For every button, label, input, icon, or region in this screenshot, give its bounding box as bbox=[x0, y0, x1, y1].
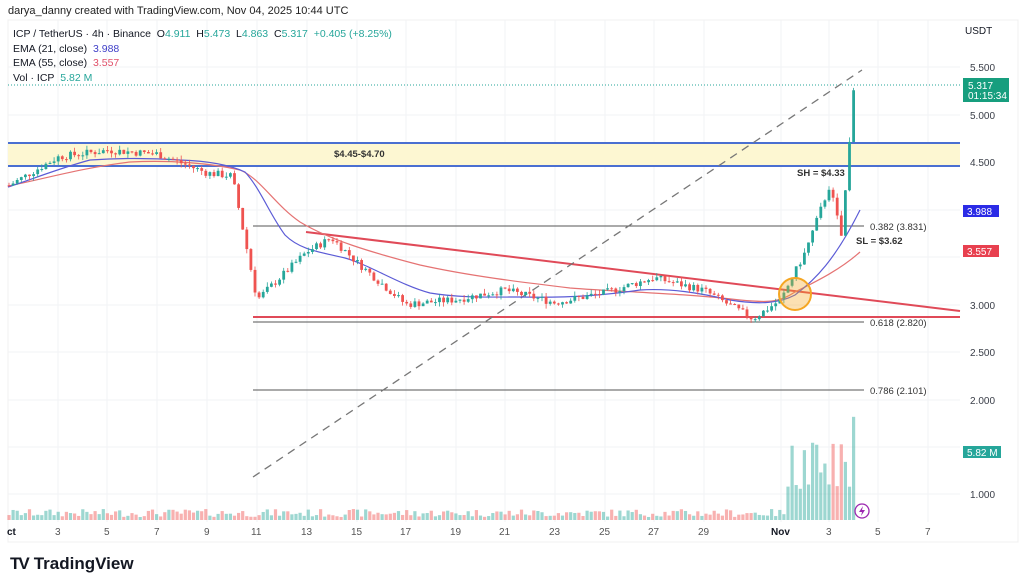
svg-text:23: 23 bbox=[549, 527, 561, 538]
ema21-line bbox=[7, 157, 861, 304]
svg-text:15: 15 bbox=[351, 527, 363, 538]
svg-text:7: 7 bbox=[154, 527, 160, 538]
current-price-badge bbox=[963, 78, 1009, 102]
svg-text:4.500: 4.500 bbox=[970, 158, 995, 169]
volume-badge bbox=[963, 446, 1001, 458]
svg-text:5: 5 bbox=[875, 527, 881, 538]
high-value: 5.473 bbox=[203, 28, 231, 40]
volume-series[interactable] bbox=[7, 416, 856, 520]
chart-frame bbox=[7, 19, 1019, 543]
candlestick-series[interactable] bbox=[7, 87, 855, 323]
chart-credit: darya_danny created with TradingView.com… bbox=[8, 5, 349, 17]
change-value: +0.405 (+8.25%) bbox=[313, 28, 392, 40]
ema55-badge bbox=[963, 245, 999, 257]
ema21-badge-value: 3.988 bbox=[967, 207, 992, 218]
open-value: 4.911 bbox=[164, 28, 191, 40]
svg-text:27: 27 bbox=[648, 527, 660, 538]
svg-text:19: 19 bbox=[450, 527, 462, 538]
fib-0382-label: 0.382 (3.831) bbox=[870, 222, 927, 233]
svg-text:3: 3 bbox=[826, 527, 832, 538]
close-label: C bbox=[273, 28, 282, 40]
fib-0618-label: 0.618 (2.820) bbox=[870, 318, 927, 329]
ema21-value: 3.988 bbox=[92, 42, 120, 55]
chart-legend: ICP / TetherUS · 4h · Binance O4.911 H5.… bbox=[13, 27, 392, 85]
descending-trendline[interactable] bbox=[305, 231, 961, 312]
breakout-highlight-circle[interactable] bbox=[778, 277, 812, 311]
volume-badge-value: 5.82 M bbox=[967, 448, 998, 459]
ema55-value: 3.557 bbox=[92, 57, 120, 69]
brand-name: TradingView bbox=[33, 554, 134, 573]
svg-text:3.000: 3.000 bbox=[970, 301, 995, 312]
countdown-value: 01:15:34 bbox=[968, 91, 1007, 102]
svg-text:13: 13 bbox=[301, 527, 313, 538]
svg-text:Nov: Nov bbox=[771, 527, 790, 538]
stop-loss-label: SL = $3.62 bbox=[856, 236, 903, 247]
svg-text:2.000: 2.000 bbox=[970, 396, 995, 407]
time-axis[interactable]: ct 3 5 7 9 11 13 15 17 19 21 23 25 27 29… bbox=[7, 527, 931, 538]
svg-text:1.000: 1.000 bbox=[970, 490, 995, 501]
lightning-icon[interactable] bbox=[854, 503, 870, 519]
swing-high-label: SH = $4.33 bbox=[797, 168, 845, 179]
svg-text:3: 3 bbox=[55, 527, 61, 538]
fib-0786-label: 0.786 (2.101) bbox=[870, 386, 927, 397]
svg-text:11: 11 bbox=[251, 527, 262, 538]
svg-text:9: 9 bbox=[204, 527, 210, 538]
currency-label[interactable]: USDT bbox=[965, 26, 993, 37]
symbol-label: ICP / TetherUS · 4h · Binance bbox=[13, 28, 151, 40]
current-price-value: 5.317 bbox=[968, 81, 993, 92]
close-value: 5.317 bbox=[281, 28, 308, 40]
svg-text:21: 21 bbox=[499, 527, 511, 538]
svg-text:7: 7 bbox=[925, 527, 931, 538]
tradingview-logo-icon: TV bbox=[10, 554, 30, 573]
low-label: L bbox=[236, 28, 242, 40]
svg-text:5: 5 bbox=[104, 527, 110, 538]
symbol-row[interactable]: ICP / TetherUS · 4h · Binance O4.911 H5.… bbox=[13, 27, 392, 42]
svg-text:5.500: 5.500 bbox=[970, 63, 995, 74]
ema55-badge-value: 3.557 bbox=[967, 247, 992, 258]
high-label: H bbox=[196, 28, 204, 40]
tradingview-logo[interactable]: TV TradingView bbox=[10, 554, 134, 574]
price-axis[interactable]: 5.500 5.000 4.500 3.000 2.500 2.000 1.00… bbox=[970, 63, 995, 501]
ema55-label: EMA (55, close) bbox=[13, 57, 88, 69]
zone-label: $4.45-$4.70 bbox=[334, 149, 385, 160]
ema21-row[interactable]: EMA (21, close) 3.988 bbox=[13, 42, 392, 57]
low-value: 4.863 bbox=[241, 28, 269, 40]
vertical-gridlines bbox=[57, 20, 929, 522]
svg-text:29: 29 bbox=[698, 527, 710, 538]
ema55-row[interactable]: EMA (55, close) 3.557 bbox=[13, 56, 392, 71]
svg-text:25: 25 bbox=[599, 527, 611, 538]
svg-text:2.500: 2.500 bbox=[970, 348, 995, 359]
svg-text:ct: ct bbox=[7, 527, 17, 538]
resistance-zone[interactable] bbox=[8, 143, 960, 166]
ema55-line bbox=[7, 160, 861, 303]
svg-text:17: 17 bbox=[400, 527, 412, 538]
ema21-badge bbox=[963, 205, 999, 217]
ema21-label: EMA (21, close) bbox=[13, 42, 88, 55]
open-label: O bbox=[156, 28, 165, 40]
volume-label: Vol · ICP bbox=[13, 71, 55, 84]
svg-text:5.000: 5.000 bbox=[970, 111, 995, 122]
volume-row[interactable]: Vol · ICP 5.82 M bbox=[13, 71, 392, 86]
volume-value: 5.82 M bbox=[60, 71, 93, 84]
fib-trend-line[interactable] bbox=[252, 69, 863, 478]
